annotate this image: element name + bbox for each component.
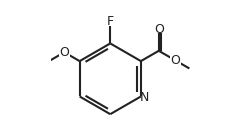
Text: O: O	[170, 54, 180, 67]
Text: N: N	[140, 91, 149, 104]
Text: O: O	[154, 23, 164, 36]
Text: O: O	[60, 46, 69, 59]
Text: F: F	[107, 15, 114, 28]
